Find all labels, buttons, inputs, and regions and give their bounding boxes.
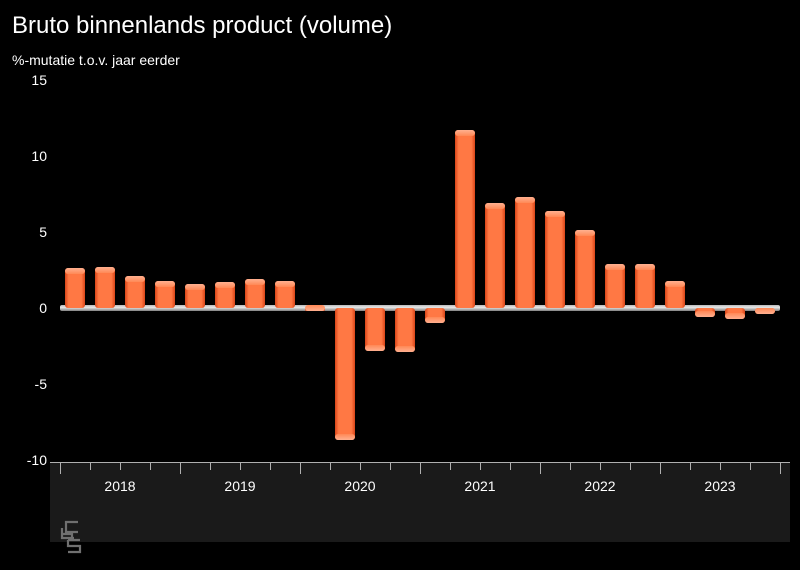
x-tick (360, 462, 361, 470)
bar (665, 281, 685, 308)
bar-cap (605, 264, 625, 270)
bar-cap (95, 267, 115, 273)
x-tick (420, 462, 421, 474)
bar-cap (725, 313, 745, 319)
x-tick (510, 462, 511, 470)
bar (455, 130, 475, 308)
x-tick (540, 462, 541, 474)
bar-cap (395, 346, 415, 352)
bar-cap (335, 434, 355, 440)
x-tick (120, 462, 121, 470)
x-tick (300, 462, 301, 474)
bar-cap (185, 284, 205, 290)
bar-cap (755, 308, 775, 314)
x-tick (180, 462, 181, 474)
bar (365, 308, 385, 351)
x-tick (750, 462, 751, 470)
bar (125, 276, 145, 308)
x-year-label: 2018 (104, 478, 135, 494)
x-tick (330, 462, 331, 470)
bar-cap (305, 305, 325, 311)
x-tick (630, 462, 631, 470)
bar (725, 308, 745, 319)
x-tick (690, 462, 691, 470)
bar-cap (515, 197, 535, 203)
x-tick (390, 462, 391, 470)
bar-cap (425, 317, 445, 323)
plot-area (60, 80, 780, 460)
y-tick-label: 10 (31, 148, 47, 164)
bar (395, 308, 415, 352)
x-tick (480, 462, 481, 470)
bar (305, 308, 325, 311)
bar-cap (545, 211, 565, 217)
bar (605, 264, 625, 308)
bar (155, 281, 175, 308)
bar-cap (155, 281, 175, 287)
x-tick (720, 462, 721, 470)
y-tick-label: 0 (39, 300, 47, 316)
y-tick-label: 5 (39, 224, 47, 240)
bar-cap (665, 281, 685, 287)
bar-cap (635, 264, 655, 270)
x-tick (90, 462, 91, 470)
bar-cap (455, 130, 475, 136)
x-tick (600, 462, 601, 470)
x-tick (60, 462, 61, 474)
x-tick (780, 462, 781, 474)
bar-cap (365, 345, 385, 351)
x-tick (240, 462, 241, 470)
x-year-label: 2019 (224, 478, 255, 494)
bar-cap (245, 279, 265, 285)
bar (335, 308, 355, 440)
bar (485, 203, 505, 308)
bar (245, 279, 265, 308)
bar (575, 230, 595, 308)
bar (275, 281, 295, 308)
bar (515, 197, 535, 308)
bar (755, 308, 775, 314)
bar (185, 284, 205, 308)
cbs-logo (58, 520, 88, 554)
y-axis-labels: -10-5051015 (0, 80, 55, 460)
y-tick-label: -5 (35, 376, 47, 392)
bar-cap (215, 282, 235, 288)
x-tick (210, 462, 211, 470)
bar-cap (695, 311, 715, 317)
x-tick (570, 462, 571, 470)
x-tick (660, 462, 661, 474)
y-tick-label: -10 (27, 452, 47, 468)
x-year-label: 2020 (344, 478, 375, 494)
y-tick-label: 15 (31, 72, 47, 88)
bar (695, 308, 715, 317)
bar-cap (65, 268, 85, 274)
bar-cap (125, 276, 145, 282)
x-year-label: 2021 (464, 478, 495, 494)
x-tick (450, 462, 451, 470)
bar-cap (485, 203, 505, 209)
x-year-label: 2022 (584, 478, 615, 494)
x-axis-band: 2018 2019 2020 2021 2022 2023 (50, 462, 790, 542)
bar (545, 211, 565, 308)
x-year-label: 2023 (704, 478, 735, 494)
bar (95, 267, 115, 308)
x-tick (150, 462, 151, 470)
chart-title: Bruto binnenlands product (volume) (12, 12, 392, 40)
bar (635, 264, 655, 308)
x-tick (270, 462, 271, 470)
chart-container: Bruto binnenlands product (volume) %-mut… (0, 0, 800, 570)
chart-subtitle: %-mutatie t.o.v. jaar eerder (12, 52, 180, 68)
bar-cap (575, 230, 595, 236)
bar (65, 268, 85, 308)
bar (425, 308, 445, 323)
bar (215, 282, 235, 308)
bar-cap (275, 281, 295, 287)
